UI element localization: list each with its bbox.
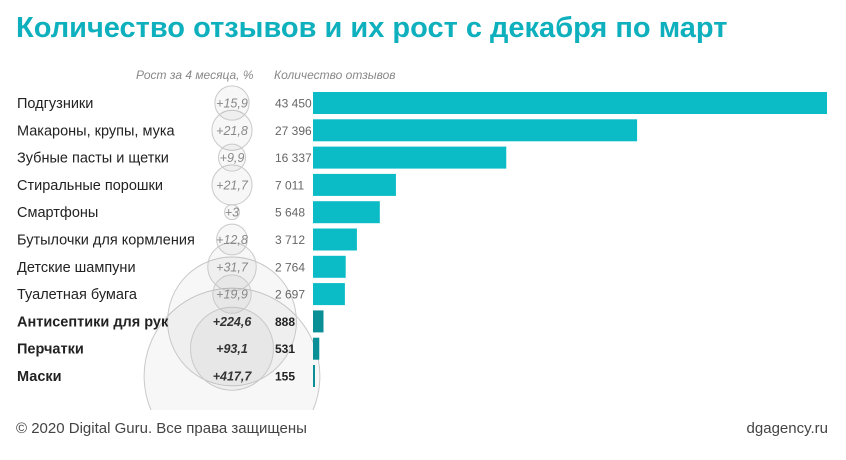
bar: [313, 201, 380, 224]
bars: [313, 92, 827, 387]
growth-label: +15,9: [216, 97, 248, 111]
growth-label: +21,8: [216, 124, 248, 138]
bar: [313, 92, 827, 114]
value-label: 2 764: [275, 260, 305, 274]
bar: [313, 310, 324, 333]
growth-label: +3: [225, 206, 239, 220]
bar: [313, 119, 638, 142]
bar-chart: Подгузники +15,9 43 450 Макароны, крупы, му…: [17, 85, 827, 410]
category-label: Детские шампуни: [17, 260, 136, 276]
bar: [313, 283, 345, 306]
growth-circle: [217, 143, 247, 172]
growth-label: +93,1: [216, 342, 248, 356]
category-label: Стиральные порошки: [17, 178, 163, 194]
growth-circle: [212, 274, 252, 314]
growth-label: +9,9: [220, 151, 245, 165]
value-label: 7 011: [275, 178, 304, 192]
growth-circle: [224, 204, 240, 221]
value-label: 531: [275, 342, 295, 356]
growth-label: +12,8: [216, 233, 248, 247]
value-label: 5 648: [275, 206, 305, 220]
labels: Подгузники +15,9 43 450 Макароны, крупы, му…: [17, 96, 312, 385]
growth-label: +21,7: [216, 178, 249, 192]
value-label: 16 337: [275, 151, 312, 165]
category-label: Маски: [17, 369, 62, 385]
growth-circle: [207, 242, 257, 292]
bar: [313, 337, 320, 360]
category-label: Макароны, крупы, мука: [17, 123, 176, 139]
bar: [313, 173, 396, 196]
growth-circle: [216, 223, 248, 256]
bar: [313, 255, 346, 278]
chart-title: Количество отзывов и их рост с декабря п…: [16, 12, 728, 44]
count-column-header: Количество отзывов: [274, 68, 396, 82]
growth-column-header: Рост за 4 месяца, %: [136, 68, 254, 82]
growth-circle: [190, 306, 274, 391]
category-label: Подгузники: [17, 96, 93, 112]
value-label: 3 712: [275, 233, 305, 247]
value-label: 888: [275, 315, 295, 329]
category-label: Туалетная бумага: [17, 287, 138, 303]
bar: [313, 146, 507, 169]
growth-circle: [167, 256, 297, 387]
growth-label: +19,9: [216, 288, 248, 302]
category-label: Зубные пасты и щетки: [17, 151, 169, 167]
category-label: Перчатки: [17, 342, 84, 358]
growth-label: +31,7: [216, 260, 249, 274]
category-label: Бутылочки для кормления: [17, 233, 195, 249]
copyright-text: © 2020 Digital Guru. Все права защищены: [16, 420, 307, 437]
growth-label: +224,6: [213, 315, 253, 329]
growth-circles: [143, 85, 321, 410]
category-label: Смартфоны: [17, 205, 98, 221]
growth-circle: [143, 287, 321, 410]
growth-label: +417,7: [213, 370, 253, 384]
value-label: 43 450: [275, 97, 312, 111]
bar: [313, 365, 315, 387]
value-label: 27 396: [275, 124, 312, 138]
value-label: 2 697: [275, 288, 305, 302]
growth-circle: [214, 85, 250, 121]
category-label: Антисептики для рук: [17, 314, 169, 330]
growth-circle: [211, 109, 253, 151]
bar: [313, 228, 357, 251]
value-label: 155: [275, 370, 295, 384]
site-link[interactable]: dgagency.ru: [746, 420, 828, 437]
